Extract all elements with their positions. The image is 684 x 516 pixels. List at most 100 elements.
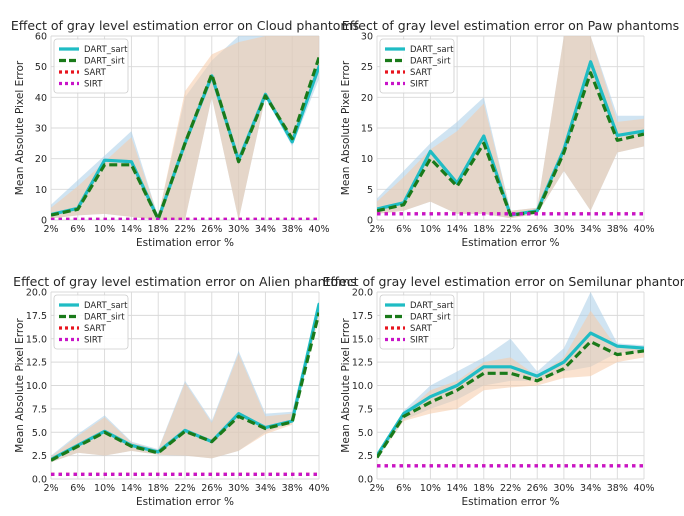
- x-axis-label: Estimation error %: [136, 496, 234, 508]
- y-tick-label: 15: [361, 124, 373, 135]
- y-tick-label: 20: [35, 154, 47, 165]
- y-tick-label: 30: [35, 124, 47, 135]
- x-tick-label: 40%: [633, 224, 654, 235]
- y-tick-label: 5.0: [358, 428, 373, 439]
- x-tick-label: 6%: [70, 224, 85, 235]
- x-tick-label: 26%: [201, 224, 222, 235]
- x-tick-label: 10%: [420, 224, 441, 235]
- x-tick-label: 10%: [94, 483, 115, 494]
- legend-label-sart: SART: [410, 324, 433, 334]
- y-tick-label: 60: [35, 32, 47, 43]
- chart-title: Effect of gray level estimation error on…: [13, 274, 357, 289]
- x-tick-label: 40%: [633, 483, 654, 494]
- x-tick-label: 34%: [255, 224, 276, 235]
- legend-label-sirt: SIRT: [410, 80, 429, 90]
- x-tick-label: 2%: [43, 224, 58, 235]
- legend-label-sirt: SIRT: [84, 80, 103, 90]
- x-tick-label: 18%: [473, 224, 494, 235]
- legend-label-dart-sirt: DART_sirt: [410, 57, 451, 67]
- y-tick-label: 0.0: [358, 475, 373, 486]
- y-tick-label: 12.5: [352, 358, 373, 369]
- y-tick-label: 10.0: [26, 381, 47, 392]
- legend-box: [53, 38, 129, 94]
- x-tick-label: 14%: [447, 483, 468, 494]
- legend-label-sirt: SIRT: [410, 336, 429, 346]
- x-tick-label: 40%: [308, 224, 329, 235]
- chart-panel-cloud: 0 10 20 30 40 50 60 2% 6% 10% 14% 18% 22% 26% 30% 34% 38…: [11, 18, 359, 249]
- x-tick-label: 26%: [201, 483, 222, 494]
- y-tick-label: 5.0: [32, 428, 47, 439]
- x-tick-label: 26%: [527, 483, 548, 494]
- y-axis-label: Mean Absolute Pixel Error: [340, 60, 352, 195]
- series-dart-sirt: [51, 312, 319, 462]
- y-tick-label: 7.5: [358, 404, 373, 415]
- plot-marks: [51, 36, 319, 220]
- x-tick-label: 2%: [369, 483, 384, 494]
- chart-panel-paw: 0 5 10 15 20 25 30 2% 6% 10% 14% 18% 22% 26% 30% 34% 38%…: [340, 18, 679, 249]
- y-tick-label: 40: [35, 93, 47, 104]
- x-axis-label: Estimation error %: [462, 496, 560, 508]
- x-tick-label: 2%: [369, 224, 384, 235]
- plot-marks: [377, 292, 644, 468]
- x-tick-label: 38%: [607, 483, 628, 494]
- chart-title: Effect of gray level estimation error on…: [11, 18, 359, 33]
- x-tick-label: 30%: [553, 224, 574, 235]
- chart-title: Effect of gray level estimation error on…: [323, 274, 684, 289]
- x-tick-label: 22%: [174, 483, 195, 494]
- x-tick-label: 2%: [43, 483, 58, 494]
- x-tick-label: 18%: [473, 483, 494, 494]
- y-tick-label: 30: [361, 32, 373, 43]
- plot-marks: [51, 301, 319, 476]
- y-tick-label: 10: [361, 154, 373, 165]
- legend-label-dart-sart: DART_sart: [410, 45, 454, 55]
- x-tick-label: 38%: [282, 483, 303, 494]
- x-tick-label: 6%: [70, 483, 85, 494]
- x-axis-label: Estimation error %: [136, 237, 234, 249]
- y-tick-label: 20: [361, 93, 373, 104]
- x-tick-label: 6%: [396, 483, 411, 494]
- x-tick-label: 6%: [396, 224, 411, 235]
- y-tick-label: 17.5: [352, 311, 373, 322]
- legend-label-sart: SART: [84, 324, 107, 334]
- y-axis-label: Mean Absolute Pixel Error: [14, 60, 26, 195]
- legend-label-sart: SART: [84, 68, 107, 78]
- y-tick-label: 17.5: [26, 311, 47, 322]
- y-tick-label: 20.0: [352, 288, 373, 299]
- series-line: [377, 340, 644, 459]
- x-tick-label: 40%: [308, 483, 329, 494]
- x-tick-label: 22%: [500, 224, 521, 235]
- y-tick-label: 15.0: [26, 334, 47, 345]
- y-tick-label: 0: [367, 216, 373, 227]
- y-axis-label: Mean Absolute Pixel Error: [14, 318, 26, 453]
- x-tick-label: 22%: [174, 224, 195, 235]
- x-axis-label: Estimation error %: [462, 237, 560, 249]
- y-tick-label: 12.5: [26, 358, 47, 369]
- chart-panel-alien: 0.0 2.5 5.0 7.5 10.0 12.5 15.0 17.5 20.0 2% 6% 10% 1…: [13, 274, 357, 508]
- legend-label-dart-sart: DART_sart: [84, 301, 128, 311]
- x-tick-label: 14%: [121, 483, 142, 494]
- x-tick-label: 18%: [148, 224, 169, 235]
- series-dart-sirt: [377, 71, 644, 217]
- x-tick-label: 10%: [94, 224, 115, 235]
- x-tick-label: 34%: [580, 483, 601, 494]
- x-tick-label: 26%: [527, 224, 548, 235]
- x-tick-label: 38%: [282, 224, 303, 235]
- x-tick-label: 10%: [420, 483, 441, 494]
- legend-box: [379, 294, 455, 350]
- y-tick-label: 10: [35, 185, 47, 196]
- y-axis-label: Mean Absolute Pixel Error: [340, 318, 352, 453]
- band-dart-sirt: [51, 36, 319, 220]
- y-tick-label: 2.5: [358, 451, 373, 462]
- x-tick-label: 30%: [553, 483, 574, 494]
- x-tick-label: 18%: [148, 483, 169, 494]
- plot-marks: [377, 36, 644, 219]
- y-tick-label: 20.0: [26, 288, 47, 299]
- y-tick-label: 15.0: [352, 334, 373, 345]
- x-tick-label: 34%: [580, 224, 601, 235]
- x-tick-label: 14%: [447, 224, 468, 235]
- series-dart-sirt: [377, 340, 644, 459]
- y-tick-label: 25: [361, 62, 373, 73]
